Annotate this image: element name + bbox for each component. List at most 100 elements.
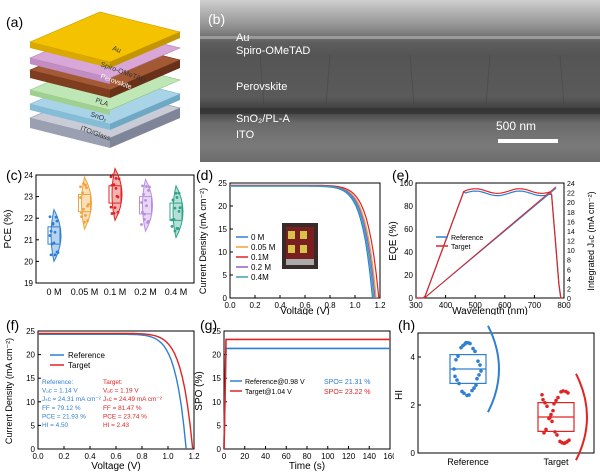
x-tick-label: 0.4 xyxy=(84,452,96,461)
data-point xyxy=(479,369,483,373)
y2-tick-label: 18 xyxy=(567,210,575,217)
data-point xyxy=(51,221,55,225)
data-point xyxy=(50,242,54,246)
y-tick-label: 100 xyxy=(400,179,414,188)
data-point xyxy=(80,215,83,219)
y-tick-label: 20 xyxy=(218,202,227,211)
data-point xyxy=(48,215,52,219)
data-point xyxy=(554,398,558,403)
legend-label: Reference xyxy=(68,351,105,360)
legend-label: 0.1M xyxy=(251,253,269,262)
x-tick-label: 120 xyxy=(342,452,356,461)
data-point xyxy=(116,195,120,199)
legend-label: Target xyxy=(451,244,471,251)
data-point xyxy=(556,395,560,400)
schematic-label-au: Au xyxy=(111,45,122,55)
hi-box-plot: 0 2 4 Reference Target HI xyxy=(394,325,595,467)
data-point xyxy=(174,191,178,195)
y-tick-label: 10 xyxy=(26,398,35,407)
panel-b: (b) Au Spiro-OMeTAD Perovskite SnO₂/PL-A… xyxy=(200,0,600,162)
data-point xyxy=(83,220,86,224)
data-point xyxy=(564,389,568,394)
legend-label: 0 M xyxy=(251,233,265,242)
box xyxy=(78,193,91,213)
x-tick-label: 1.0 xyxy=(349,301,361,310)
data-point xyxy=(175,226,179,230)
legend-label: Reference xyxy=(451,235,483,242)
x-tick-label: 100 xyxy=(321,452,335,461)
y-tick-label: 20 xyxy=(404,271,413,280)
pce-violin-plot: 19 20 21 22 23 24 0 M 0.05 M 0.1 M 0.2 M 0.4 M PC… xyxy=(3,167,195,297)
reference-metric: FF = 79.12 % xyxy=(42,405,81,412)
data-point xyxy=(54,215,58,219)
data-point xyxy=(113,206,117,210)
y2-tick-label: 20 xyxy=(567,200,575,207)
legend-label: 0.4M xyxy=(251,273,269,282)
reference-metric: Jₛc = 24.31 mA cm⁻² xyxy=(42,396,101,403)
scale-bar xyxy=(498,139,558,143)
data-point xyxy=(55,250,59,254)
target-metric: Target: xyxy=(103,379,123,386)
data-point xyxy=(175,196,179,199)
data-point xyxy=(170,225,174,228)
x-tick-label: 60 xyxy=(282,452,291,461)
data-point xyxy=(117,177,121,181)
y-tick-label: 22 xyxy=(24,214,33,223)
y-tick-label: 5 xyxy=(31,421,36,430)
e-xlabel: Wavelength (nm) xyxy=(452,306,528,315)
panel-label-f: (f) xyxy=(6,317,20,333)
spo-curve xyxy=(223,338,390,450)
spo-curve xyxy=(223,347,390,450)
data-point xyxy=(473,349,477,354)
data-point xyxy=(540,392,544,397)
y-tick-label: 23 xyxy=(24,193,33,202)
target-metric: Vₒc = 1.19 V xyxy=(103,388,139,395)
reference-metric: PCE = 21.93 % xyxy=(42,413,86,420)
x-tick-label: 0.8 xyxy=(324,301,336,310)
box xyxy=(108,185,122,204)
x-tick-label: 0.4 xyxy=(274,301,286,310)
y-tick-label: 20 xyxy=(24,257,33,266)
y-tick-label: 10 xyxy=(212,398,221,407)
x-tick-label: 160 xyxy=(383,452,394,461)
e-y2label: Integrated Jₛc (mA cm⁻²) xyxy=(586,191,596,290)
y2-tick-label: 14 xyxy=(567,229,575,236)
legend-label: Target@1.04 V xyxy=(245,389,292,396)
plot-frame xyxy=(415,182,565,299)
x-tick-label: 140 xyxy=(363,452,377,461)
data-point xyxy=(116,210,120,214)
data-point xyxy=(109,205,113,209)
data-point xyxy=(80,211,83,215)
y2-tick-label: 4 xyxy=(567,277,571,284)
y-tick-label: 5 xyxy=(217,421,222,430)
legend-label: 0.2 M xyxy=(251,263,271,272)
data-point xyxy=(543,401,547,405)
x-tick-label: 400 xyxy=(439,301,453,310)
data-point xyxy=(553,430,557,434)
data-point xyxy=(84,183,87,187)
data-point xyxy=(82,182,85,186)
jv-curve-target xyxy=(38,332,194,450)
y-tick-label: 25 xyxy=(212,327,221,336)
data-point xyxy=(48,234,52,237)
data-point xyxy=(170,218,174,222)
data-point xyxy=(49,253,53,257)
panel-label-e: (e) xyxy=(392,167,410,183)
x-tick-label: 1.2 xyxy=(374,301,386,310)
jv-champion-plot: 0.0 0.2 0.4 0.6 0.8 1.0 1.2 0 5 10 15 20 25 Referenc… xyxy=(4,327,200,472)
x-tick-label: 700 xyxy=(528,301,542,310)
y-tick-label: 25 xyxy=(26,327,35,336)
data-point xyxy=(456,354,460,358)
data-point xyxy=(477,373,481,377)
y2-tick-label: 22 xyxy=(567,191,575,198)
data-point xyxy=(141,184,144,188)
data-point xyxy=(171,198,175,202)
h-ylabel: HI xyxy=(394,390,405,400)
jv-concentration-plot: 0.0 0.2 0.4 0.6 0.8 1.0 1.2 0 5 10 15 20 25 0 M0.05 … xyxy=(198,179,386,315)
data-point xyxy=(472,386,476,390)
plot-frame xyxy=(417,332,595,454)
x-tick-label: 0.0 xyxy=(32,452,44,461)
legend-label: Target xyxy=(68,361,91,370)
y-tick-label: 0 xyxy=(411,449,416,458)
data-point xyxy=(559,390,563,394)
